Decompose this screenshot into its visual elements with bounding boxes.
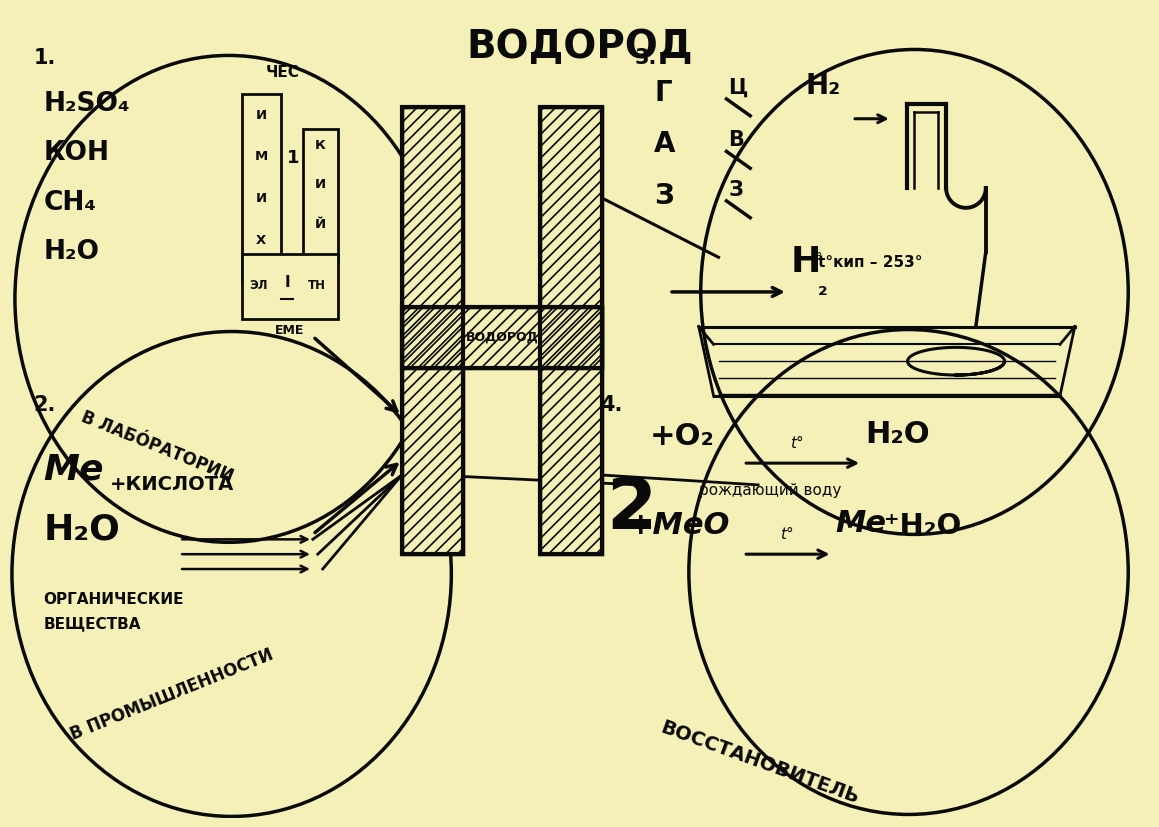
Text: t°: t° bbox=[810, 251, 823, 265]
Text: ЕМЕ: ЕМЕ bbox=[275, 323, 304, 337]
Text: I: I bbox=[284, 275, 290, 289]
Text: ВОДОРОД: ВОДОРОД bbox=[466, 331, 538, 344]
Text: рождающий воду: рождающий воду bbox=[699, 483, 841, 498]
Text: Г: Г bbox=[654, 79, 672, 107]
Text: 1: 1 bbox=[286, 150, 299, 167]
Text: 3.: 3. bbox=[634, 48, 657, 69]
Text: t°: t° bbox=[789, 437, 803, 452]
Text: И: И bbox=[314, 178, 326, 191]
Text: t°: t° bbox=[780, 528, 794, 543]
Text: ВОДОРОД: ВОДОРОД bbox=[467, 28, 693, 65]
Text: +МеО: +МеО bbox=[627, 511, 730, 540]
Polygon shape bbox=[402, 307, 602, 368]
Text: М: М bbox=[255, 151, 268, 164]
Text: H₂O: H₂O bbox=[865, 420, 930, 449]
Bar bbox=[241, 255, 337, 318]
Text: H: H bbox=[790, 245, 822, 280]
Text: КОН: КОН bbox=[44, 141, 110, 166]
Text: Н₂О: Н₂О bbox=[44, 239, 100, 265]
Text: СН₄: СН₄ bbox=[44, 190, 96, 216]
Polygon shape bbox=[540, 107, 602, 554]
Text: 2.: 2. bbox=[34, 394, 56, 414]
Text: В ЛАБÓРАТОРИИ: В ЛАБÓРАТОРИИ bbox=[79, 408, 236, 485]
Text: А: А bbox=[654, 131, 676, 159]
Text: ЭЛ: ЭЛ bbox=[249, 280, 268, 293]
Text: 4.: 4. bbox=[600, 394, 622, 414]
Text: В ПРОМЫШЛЕННОСТИ: В ПРОМЫШЛЕННОСТИ bbox=[68, 646, 276, 744]
Text: ЧЕС: ЧЕС bbox=[267, 65, 300, 80]
Text: +O₂: +O₂ bbox=[649, 423, 714, 452]
Text: Me: Me bbox=[836, 509, 887, 538]
Bar bbox=[302, 129, 337, 262]
Text: З: З bbox=[729, 180, 743, 200]
Text: ВЕЩЕСТВА: ВЕЩЕСТВА bbox=[44, 616, 141, 631]
Text: Й: Й bbox=[314, 218, 326, 231]
Text: З: З bbox=[654, 182, 675, 210]
Text: 1.: 1. bbox=[34, 48, 56, 69]
Text: И: И bbox=[256, 109, 267, 122]
Text: ТН: ТН bbox=[308, 280, 326, 293]
Text: 2: 2 bbox=[606, 476, 657, 544]
Text: ₂: ₂ bbox=[817, 279, 828, 299]
Text: Ц: Ц bbox=[729, 78, 748, 98]
Text: +КИСЛОТА: +КИСЛОТА bbox=[110, 475, 234, 494]
Text: К: К bbox=[315, 139, 326, 151]
Text: В: В bbox=[729, 131, 744, 151]
Text: H₂: H₂ bbox=[806, 72, 841, 100]
Text: ВОССТАНОВИТЕЛЬ: ВОССТАНОВИТЕЛЬ bbox=[658, 718, 861, 808]
Text: Ме: Ме bbox=[44, 453, 104, 487]
Text: Х: Х bbox=[256, 233, 267, 246]
Text: H₂SO₄: H₂SO₄ bbox=[44, 91, 130, 117]
Text: ⁺H₂O: ⁺H₂O bbox=[884, 513, 961, 540]
Text: Н₂О: Н₂О bbox=[44, 513, 121, 547]
Text: t°кип – 253°: t°кип – 253° bbox=[817, 256, 923, 270]
Bar bbox=[241, 94, 282, 282]
Text: И: И bbox=[256, 192, 267, 205]
Text: ОРГАНИЧЕСКИЕ: ОРГАНИЧЕСКИЕ bbox=[44, 591, 184, 607]
Polygon shape bbox=[402, 107, 464, 554]
